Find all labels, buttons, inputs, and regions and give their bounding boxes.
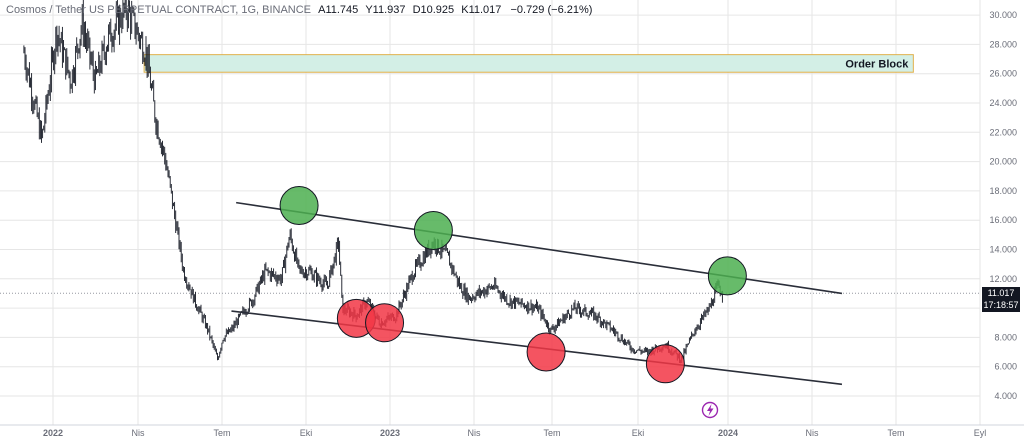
- x-tick-label: Nis: [806, 428, 819, 438]
- y-tick-label: 28.000: [989, 39, 1017, 49]
- red-touch-circle: [365, 303, 405, 343]
- red-touch-circle: [645, 344, 685, 384]
- high-value: 11.937: [372, 4, 406, 16]
- order-block-label: Order Block: [845, 58, 909, 70]
- y-tick-label: 4.000: [994, 391, 1017, 401]
- x-tick-label: Tem: [213, 428, 230, 438]
- x-tick-label: Eyl: [974, 428, 987, 438]
- green-touch-circle: [707, 256, 747, 296]
- close-value: 11.017: [468, 4, 502, 16]
- y-tick-label: 16.000: [989, 215, 1017, 225]
- x-tick-label: 2023: [380, 428, 400, 438]
- x-tick-label: 2024: [718, 428, 738, 438]
- y-tick-label: 14.000: [989, 245, 1017, 255]
- last-price: 11.017: [987, 288, 1015, 298]
- open-label: A: [318, 4, 326, 16]
- countdown: 17:18:57: [983, 300, 1019, 310]
- high-label: Y: [365, 4, 373, 16]
- last-price-tag: 11.017 17:18:57: [982, 287, 1020, 312]
- change-value: −0.729 (−6.21%): [510, 4, 593, 16]
- lightning-icon: [701, 401, 719, 419]
- x-tick-label: Eki: [300, 428, 313, 438]
- y-tick-label: 18.000: [989, 186, 1017, 196]
- y-tick-label: 24.000: [989, 98, 1017, 108]
- y-tick-label: 26.000: [989, 69, 1017, 79]
- y-tick-label: 22.000: [989, 127, 1017, 137]
- candle-series: [23, 0, 723, 364]
- red-touch-circle: [526, 332, 566, 372]
- symbol-name: Cosmos / Tether US PERPETUAL CONTRACT, 1…: [6, 4, 312, 16]
- y-tick-label: 6.000: [994, 362, 1017, 372]
- y-tick-label: 20.000: [989, 157, 1017, 167]
- y-tick-label: 8.000: [994, 332, 1017, 342]
- x-tick-label: Nis: [132, 428, 145, 438]
- open-value: 11.745: [325, 4, 359, 16]
- close-label: K: [461, 4, 469, 16]
- x-tick-label: Tem: [543, 428, 560, 438]
- channel-upper-line: [236, 201, 843, 295]
- lightning-icon-bolt: [707, 404, 714, 416]
- green-touch-circle: [279, 186, 319, 226]
- y-tick-label: 30.000: [989, 10, 1017, 20]
- x-tick-label: 2022: [43, 428, 63, 438]
- low-label: D: [412, 4, 421, 16]
- x-tick-label: Eki: [632, 428, 645, 438]
- x-tick-label: Tem: [887, 428, 904, 438]
- y-tick-label: 12.000: [989, 274, 1017, 284]
- symbol-header: Cosmos / Tether US PERPETUAL CONTRACT, 1…: [6, 4, 592, 16]
- low-value: 10.925: [420, 4, 455, 16]
- x-tick-label: Nis: [468, 428, 481, 438]
- green-touch-circle: [413, 210, 453, 250]
- order-block-zone: [143, 54, 914, 73]
